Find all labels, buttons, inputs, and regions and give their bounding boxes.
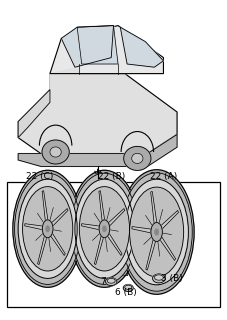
Ellipse shape bbox=[151, 222, 162, 242]
Ellipse shape bbox=[155, 229, 158, 235]
Polygon shape bbox=[81, 224, 99, 230]
Polygon shape bbox=[18, 90, 50, 138]
Ellipse shape bbox=[107, 278, 115, 283]
Ellipse shape bbox=[79, 187, 129, 271]
Polygon shape bbox=[161, 211, 178, 229]
Text: 3 (B): 3 (B) bbox=[160, 274, 182, 283]
Ellipse shape bbox=[99, 220, 110, 238]
Polygon shape bbox=[61, 26, 114, 67]
FancyBboxPatch shape bbox=[7, 182, 220, 307]
Ellipse shape bbox=[42, 140, 69, 164]
Ellipse shape bbox=[125, 179, 188, 285]
Ellipse shape bbox=[119, 170, 194, 294]
Ellipse shape bbox=[46, 226, 49, 231]
Ellipse shape bbox=[15, 173, 81, 284]
Polygon shape bbox=[151, 191, 157, 223]
Polygon shape bbox=[77, 26, 118, 64]
Text: 22 (A): 22 (A) bbox=[150, 172, 177, 181]
Polygon shape bbox=[50, 26, 163, 74]
Ellipse shape bbox=[132, 153, 143, 164]
Ellipse shape bbox=[123, 284, 133, 292]
Ellipse shape bbox=[125, 179, 188, 285]
Polygon shape bbox=[38, 236, 47, 265]
Ellipse shape bbox=[103, 226, 106, 231]
Polygon shape bbox=[51, 233, 65, 255]
Polygon shape bbox=[42, 191, 48, 220]
Polygon shape bbox=[160, 237, 176, 260]
Polygon shape bbox=[50, 67, 79, 102]
Polygon shape bbox=[132, 227, 151, 233]
Ellipse shape bbox=[75, 179, 134, 278]
Ellipse shape bbox=[125, 285, 132, 289]
Ellipse shape bbox=[70, 170, 139, 287]
Ellipse shape bbox=[71, 173, 138, 284]
Polygon shape bbox=[25, 224, 42, 230]
Polygon shape bbox=[52, 209, 68, 226]
Text: 6 (B): 6 (B) bbox=[115, 288, 137, 297]
Text: 22 (C): 22 (C) bbox=[26, 172, 53, 181]
Ellipse shape bbox=[18, 179, 77, 278]
Ellipse shape bbox=[50, 147, 61, 157]
Polygon shape bbox=[108, 233, 122, 255]
Ellipse shape bbox=[13, 170, 82, 287]
Ellipse shape bbox=[154, 275, 163, 280]
Ellipse shape bbox=[130, 187, 184, 277]
Ellipse shape bbox=[18, 179, 77, 278]
Ellipse shape bbox=[75, 179, 134, 278]
Polygon shape bbox=[94, 236, 104, 265]
Polygon shape bbox=[99, 191, 105, 220]
Text: 7: 7 bbox=[100, 277, 106, 286]
Polygon shape bbox=[18, 74, 177, 154]
Ellipse shape bbox=[124, 147, 151, 171]
Ellipse shape bbox=[153, 274, 165, 283]
Polygon shape bbox=[18, 134, 177, 166]
Text: 22 (B): 22 (B) bbox=[98, 172, 125, 181]
Ellipse shape bbox=[121, 173, 192, 291]
Ellipse shape bbox=[42, 220, 53, 238]
Polygon shape bbox=[146, 240, 155, 270]
Ellipse shape bbox=[22, 187, 73, 271]
Ellipse shape bbox=[106, 278, 117, 286]
Polygon shape bbox=[108, 209, 125, 226]
Polygon shape bbox=[120, 27, 163, 67]
